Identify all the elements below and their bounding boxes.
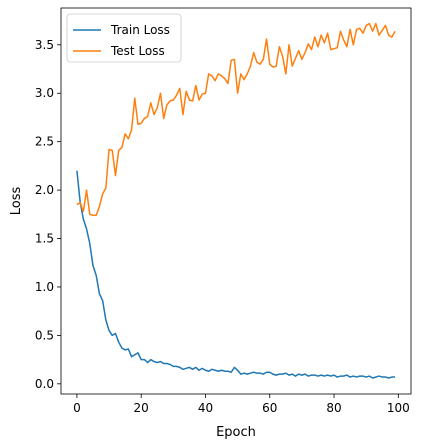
x-tick-label: 20 (134, 401, 149, 415)
x-tick-label: 0 (73, 401, 81, 415)
series-line-test-loss (76, 22, 396, 217)
x-tick-label: 80 (326, 401, 341, 415)
legend-box (66, 13, 182, 63)
x-tick-label: 100 (387, 401, 410, 415)
x-axis-ticks: 0 20 40 60 80 100 (73, 394, 410, 415)
plot-frame (60, 7, 412, 395)
series-layer (76, 22, 396, 379)
x-tick-label: 60 (262, 401, 277, 415)
legend: Train Loss Test Loss (66, 13, 182, 63)
x-tick-label: 40 (198, 401, 213, 415)
y-tick-label: 1.0 (35, 280, 54, 294)
legend-label-train-loss: Train Loss (110, 23, 170, 37)
y-tick-label: 3.5 (35, 38, 54, 52)
y-tick-label: 0.5 (35, 328, 54, 342)
series-line-train-loss (76, 170, 396, 379)
y-tick-label: 2.0 (35, 183, 54, 197)
y-axis-ticks: 0.0 0.5 1.0 1.5 2.0 2.5 3.0 3.5 (35, 38, 61, 391)
y-axis-label: Loss (9, 187, 24, 216)
y-tick-label: 3.0 (35, 86, 54, 100)
y-tick-label: 0.0 (35, 377, 54, 391)
y-tick-label: 1.5 (35, 232, 54, 246)
x-axis-label: Epoch (216, 425, 256, 440)
legend-label-test-loss: Test Loss (110, 44, 165, 58)
y-tick-label: 2.5 (35, 135, 54, 149)
